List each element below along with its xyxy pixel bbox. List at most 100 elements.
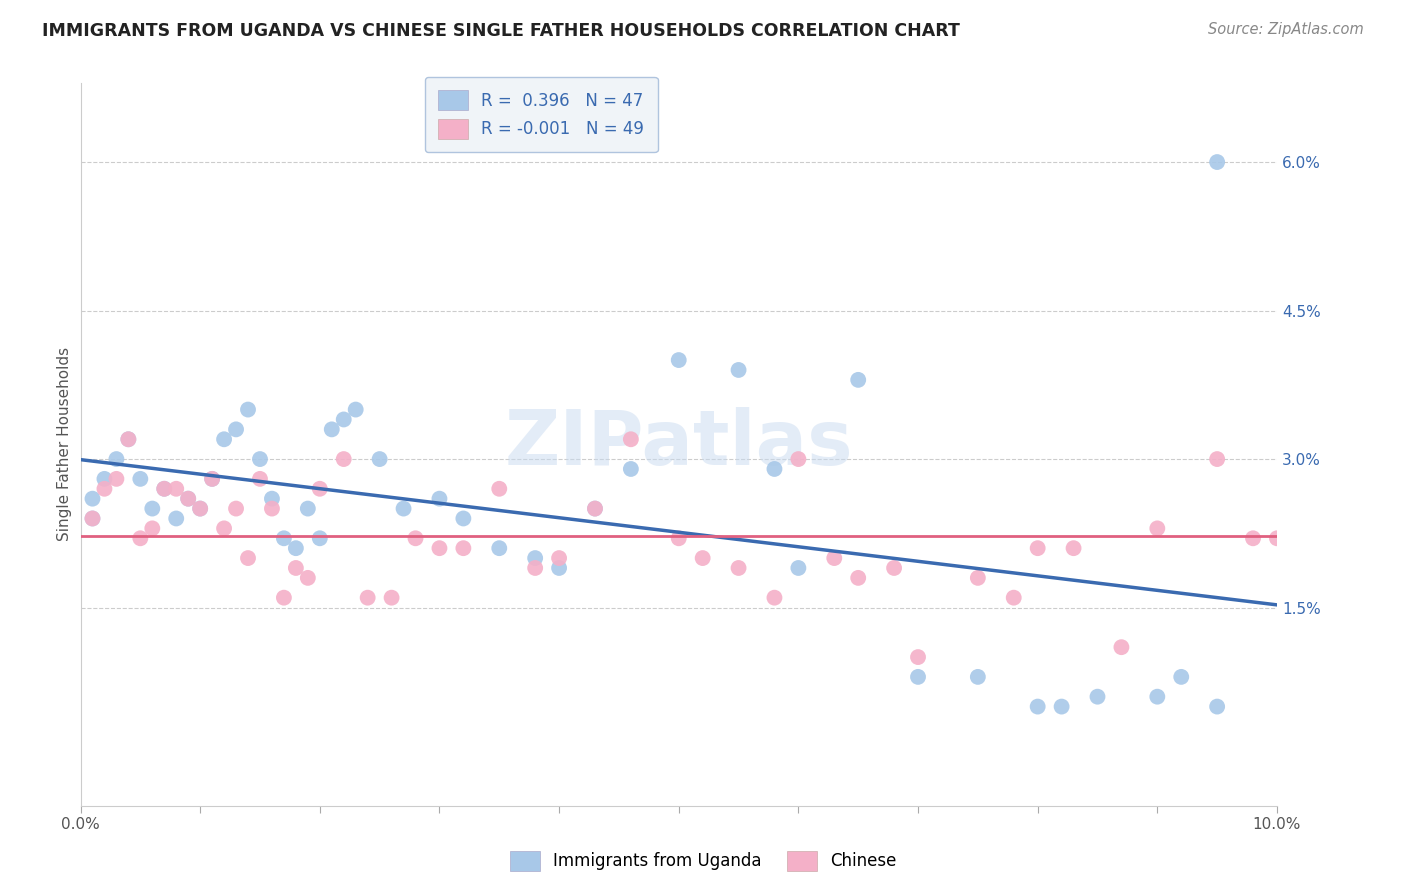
Point (966, 571, 988, 585)
Point (117, 432, 139, 446)
Point (846, 373, 869, 387)
Point (297, 571, 319, 585)
Point (524, 561, 547, 575)
Point (966, 670, 988, 684)
Point (583, 501, 606, 516)
Point (1063, 541, 1085, 556)
Point (668, 531, 690, 545)
Y-axis label: Single Father Households: Single Father Households (58, 347, 72, 541)
Point (907, 650, 929, 665)
Point (356, 591, 378, 605)
Point (284, 541, 307, 556)
Point (177, 491, 200, 506)
Point (332, 412, 354, 426)
Point (907, 670, 929, 684)
Legend: Immigrants from Uganda, Chinese: Immigrants from Uganda, Chinese (502, 842, 904, 880)
Point (548, 551, 571, 566)
Point (236, 402, 259, 417)
Point (93, 472, 115, 486)
Point (201, 472, 224, 486)
Point (368, 452, 391, 467)
Point (381, 591, 404, 605)
Point (453, 511, 475, 525)
Point (429, 491, 451, 506)
Point (1111, 640, 1133, 655)
Point (153, 482, 176, 496)
Point (392, 501, 415, 516)
Point (177, 491, 200, 506)
Point (1026, 541, 1049, 556)
Point (188, 501, 211, 516)
Point (763, 591, 786, 605)
Point (153, 482, 176, 496)
Point (1206, 699, 1229, 714)
Point (763, 462, 786, 476)
Point (883, 561, 905, 575)
Point (1241, 531, 1264, 545)
Point (117, 432, 139, 446)
Point (236, 551, 259, 566)
Point (1002, 591, 1025, 605)
Point (1265, 531, 1288, 545)
Point (105, 452, 128, 467)
Point (1050, 699, 1073, 714)
Point (453, 541, 475, 556)
Point (141, 501, 163, 516)
Point (308, 482, 330, 496)
Point (488, 541, 510, 556)
Point (692, 551, 714, 566)
Point (1170, 670, 1192, 684)
Point (82, 491, 104, 506)
Point (129, 472, 152, 486)
Legend: R =  0.396   N = 47, R = -0.001   N = 49: R = 0.396 N = 47, R = -0.001 N = 49 (425, 77, 658, 153)
Point (787, 561, 810, 575)
Point (225, 501, 247, 516)
Point (260, 501, 283, 516)
Point (273, 591, 295, 605)
Point (583, 501, 606, 516)
Point (727, 561, 749, 575)
Point (823, 551, 845, 566)
Point (308, 531, 330, 545)
Text: IMMIGRANTS FROM UGANDA VS CHINESE SINGLE FATHER HOUSEHOLDS CORRELATION CHART: IMMIGRANTS FROM UGANDA VS CHINESE SINGLE… (42, 22, 960, 40)
Point (212, 432, 235, 446)
Point (332, 452, 354, 467)
Point (297, 501, 319, 516)
Point (225, 422, 247, 436)
Point (141, 521, 163, 535)
Point (93, 482, 115, 496)
Point (727, 363, 749, 377)
Point (1026, 699, 1049, 714)
Point (82, 511, 104, 525)
Point (105, 472, 128, 486)
Point (429, 541, 451, 556)
Point (344, 402, 367, 417)
Point (249, 452, 271, 467)
Point (524, 551, 547, 566)
Point (165, 482, 187, 496)
Point (212, 521, 235, 535)
Point (129, 531, 152, 545)
Point (1206, 155, 1229, 169)
Point (548, 561, 571, 575)
Point (1146, 521, 1168, 535)
Text: Source: ZipAtlas.com: Source: ZipAtlas.com (1208, 22, 1364, 37)
Text: ZIPatlas: ZIPatlas (505, 408, 853, 481)
Point (260, 491, 283, 506)
Point (1087, 690, 1109, 704)
Point (284, 561, 307, 575)
Point (321, 422, 343, 436)
Point (188, 501, 211, 516)
Point (668, 353, 690, 368)
Point (787, 452, 810, 467)
Point (620, 462, 643, 476)
Point (1146, 690, 1168, 704)
Point (620, 432, 643, 446)
Point (201, 472, 224, 486)
Point (249, 472, 271, 486)
Point (82, 511, 104, 525)
Point (405, 531, 427, 545)
Point (273, 531, 295, 545)
Point (846, 571, 869, 585)
Point (1206, 452, 1229, 467)
